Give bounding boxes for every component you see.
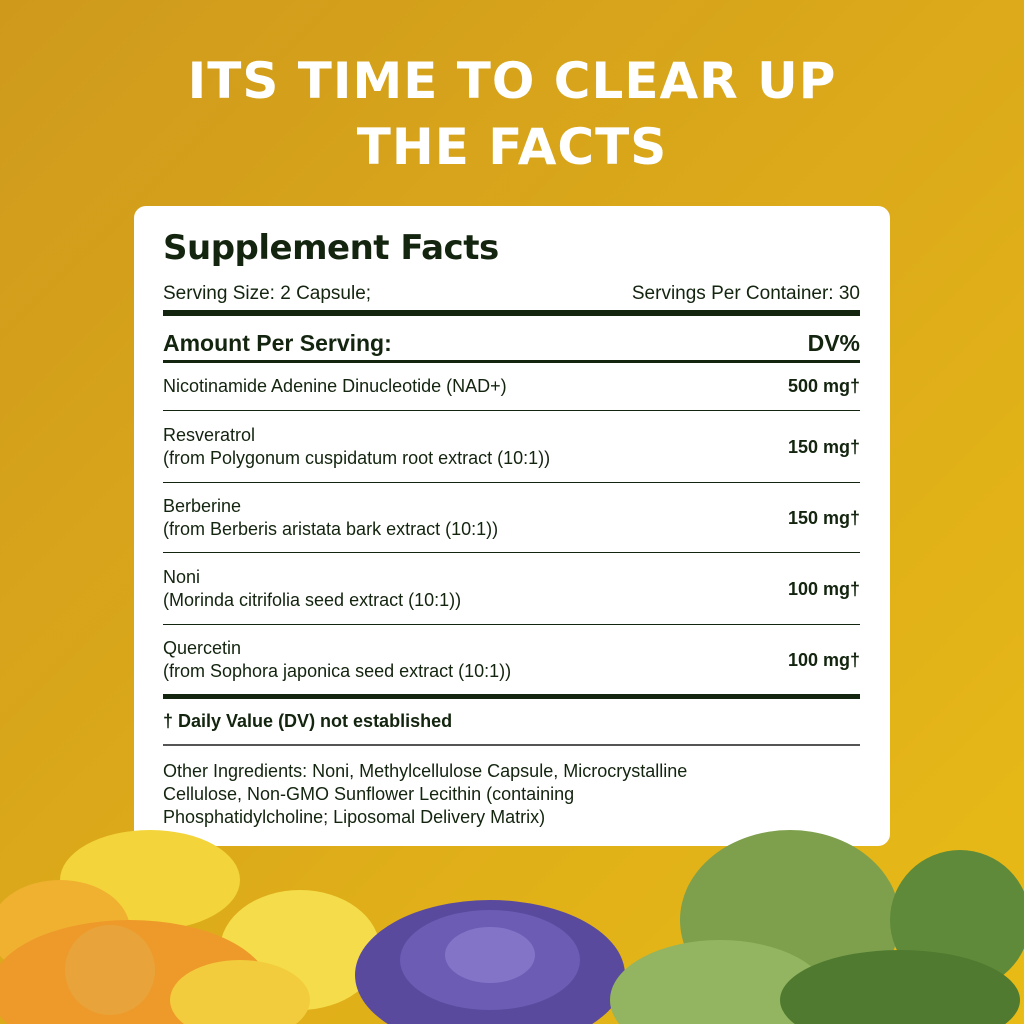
servings-per-container: Servings Per Container: 30 (631, 283, 860, 304)
divider (163, 552, 860, 553)
ingredient-name: Noni (163, 567, 201, 587)
headline: ITS TIME TO CLEAR UP THE FACTS (0, 48, 1024, 180)
other-ingredients-line: Cellulose, Non-GMO Sunflower Lecithin (c… (163, 784, 575, 804)
ingredient-amount: 100 mg† (787, 650, 860, 670)
ingredient-amount: 150 mg† (787, 437, 860, 457)
other-ingredients: Other Ingredients: Noni, Methylcellulose… (163, 760, 687, 829)
divider (163, 360, 860, 363)
ingredient-source: (Morinda citrifolia seed extract (10:1)) (163, 590, 462, 610)
ingredient-name: Nicotinamide Adenine Dinucleotide (NAD+) (163, 376, 507, 396)
other-ingredients-line: Other Ingredients: Noni, Methylcellulose… (163, 761, 688, 781)
divider (163, 482, 860, 483)
ingredient-source: (from Berberis aristata bark extract (10… (163, 519, 499, 539)
divider (163, 744, 860, 746)
purple-flower-illustration (355, 900, 625, 1024)
serving-size: Serving Size: 2 Capsule; (163, 283, 372, 304)
divider-thick (163, 310, 860, 316)
dv-note: † Daily Value (DV) not established (163, 711, 453, 731)
ingredient-name: Quercetin (163, 638, 242, 658)
botanical-illustration (0, 830, 1024, 1024)
ingredient-name: Berberine (163, 496, 242, 516)
yellow-flower-illustration (0, 830, 380, 1024)
headline-line-1: ITS TIME TO CLEAR UP (187, 52, 837, 110)
other-ingredients-line: Phosphatidylcholine; Liposomal Delivery … (163, 807, 546, 827)
divider (163, 624, 860, 625)
ingredient-source: (from Sophora japonica seed extract (10:… (163, 661, 512, 681)
green-leaves-illustration (610, 830, 1024, 1024)
amount-header: Amount Per Serving: (163, 330, 392, 356)
ingredient-name: Resveratrol (163, 425, 256, 445)
ingredient-amount: 100 mg† (787, 579, 860, 599)
facts-title: Supplement Facts (163, 228, 499, 268)
headline-line-2: THE FACTS (356, 118, 668, 176)
supplement-facts-card: Supplement Facts Serving Size: 2 Capsule… (134, 206, 890, 846)
divider-thick (163, 694, 860, 699)
dv-header: DV% (807, 330, 860, 356)
divider (163, 410, 860, 411)
ingredient-amount: 500 mg† (787, 376, 860, 396)
ingredient-amount: 150 mg† (787, 508, 860, 528)
ingredient-source: (from Polygonum cuspidatum root extract … (163, 448, 551, 468)
